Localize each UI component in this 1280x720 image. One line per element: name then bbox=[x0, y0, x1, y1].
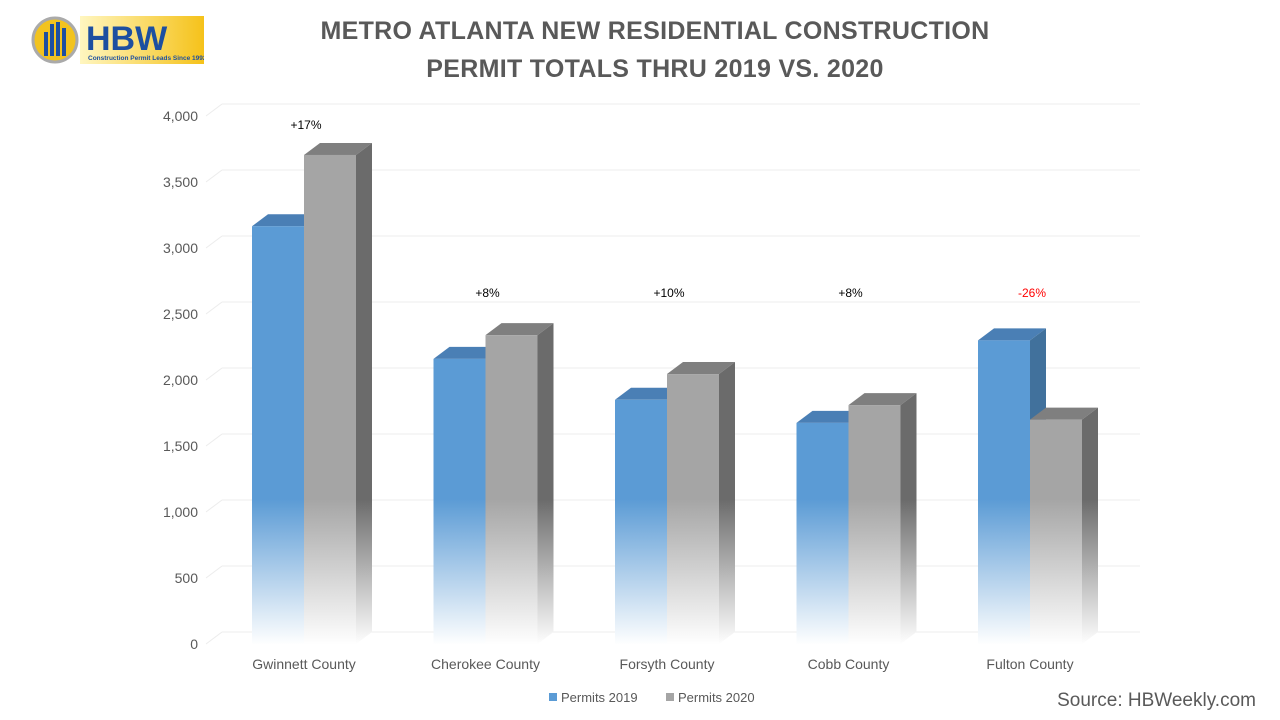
x-tick-label: Cobb County bbox=[808, 656, 890, 672]
bar-top-1 bbox=[667, 362, 735, 375]
legend-label: Permits 2019 bbox=[561, 690, 638, 705]
change-annotation: -26% bbox=[1018, 286, 1046, 300]
gridline-side bbox=[205, 499, 223, 513]
bar-side-1 bbox=[900, 393, 917, 644]
x-tick-label: Gwinnett County bbox=[252, 656, 356, 672]
gridline-side bbox=[205, 169, 223, 183]
bar-side-1 bbox=[719, 362, 735, 644]
bar-top-1 bbox=[848, 393, 917, 406]
change-annotation: +10% bbox=[653, 286, 684, 300]
bar-top-1 bbox=[485, 323, 554, 336]
y-tick-label: 1,500 bbox=[163, 438, 198, 454]
y-tick-label: 0 bbox=[190, 636, 198, 652]
bar-permits-2020 bbox=[667, 374, 719, 644]
bar-permits-2019 bbox=[978, 340, 1030, 644]
change-annotation: +8% bbox=[838, 286, 863, 300]
bar-top-0 bbox=[252, 214, 320, 227]
bar-permits-2019 bbox=[796, 422, 849, 644]
x-tick-label: Cherokee County bbox=[431, 656, 540, 672]
y-tick-label: 3,000 bbox=[163, 240, 198, 256]
bar-side-1 bbox=[537, 323, 554, 644]
gridline-side bbox=[205, 367, 223, 381]
gridline-side bbox=[205, 631, 223, 645]
bar-permits-2020 bbox=[485, 335, 538, 644]
bar-top-1 bbox=[1030, 407, 1098, 420]
bar-top-0 bbox=[796, 410, 865, 423]
bar-permits-2019 bbox=[433, 358, 486, 644]
svg-text:Construction Permit Leads Sinc: Construction Permit Leads Since 1992 bbox=[88, 55, 204, 62]
y-tick-label: 2,500 bbox=[163, 306, 198, 322]
bar-top-0 bbox=[615, 387, 683, 400]
bar-top-1 bbox=[304, 142, 372, 155]
bar-side-1 bbox=[356, 142, 372, 644]
title-line-1: METRO ATLANTA NEW RESIDENTIAL CONSTRUCTI… bbox=[320, 17, 990, 45]
bar-permits-2019 bbox=[252, 226, 304, 644]
change-annotation: +17% bbox=[290, 118, 321, 132]
y-tick-label: 1,000 bbox=[163, 504, 198, 520]
bar-top-0 bbox=[433, 346, 502, 359]
legend-swatch bbox=[666, 693, 674, 701]
hbw-logo: HBW Construction Permit Leads Since 1992 bbox=[30, 14, 207, 66]
bar-permits-2019 bbox=[615, 399, 667, 644]
source-label: Source: HBWeekly.com bbox=[1057, 690, 1256, 711]
bar-side-1 bbox=[1082, 407, 1098, 644]
y-tick-label: 500 bbox=[175, 570, 199, 586]
legend-label: Permits 2020 bbox=[678, 690, 755, 705]
gridline-side bbox=[205, 103, 223, 117]
change-annotation: +8% bbox=[475, 286, 500, 300]
svg-text:HBW: HBW bbox=[86, 20, 168, 58]
gridline-side bbox=[205, 301, 223, 315]
y-tick-label: 4,000 bbox=[163, 108, 198, 124]
title-line-2: PERMIT TOTALS THRU 2019 VS. 2020 bbox=[426, 55, 884, 83]
bar-top-0 bbox=[978, 328, 1046, 341]
bar-permits-2020 bbox=[848, 405, 901, 644]
y-tick-label: 2,000 bbox=[163, 372, 198, 388]
bar-permits-2020 bbox=[304, 154, 356, 644]
gridline-side bbox=[205, 433, 223, 447]
gridline-side bbox=[205, 565, 223, 579]
legend-swatch bbox=[549, 693, 557, 701]
chart-title: METRO ATLANTA NEW RESIDENTIAL CONSTRUCTI… bbox=[250, 12, 1060, 88]
gridline-side bbox=[205, 235, 223, 249]
y-tick-label: 3,500 bbox=[163, 174, 198, 190]
bar-permits-2020 bbox=[1030, 419, 1082, 644]
x-tick-label: Forsyth County bbox=[620, 656, 715, 672]
x-tick-label: Fulton County bbox=[986, 656, 1073, 672]
